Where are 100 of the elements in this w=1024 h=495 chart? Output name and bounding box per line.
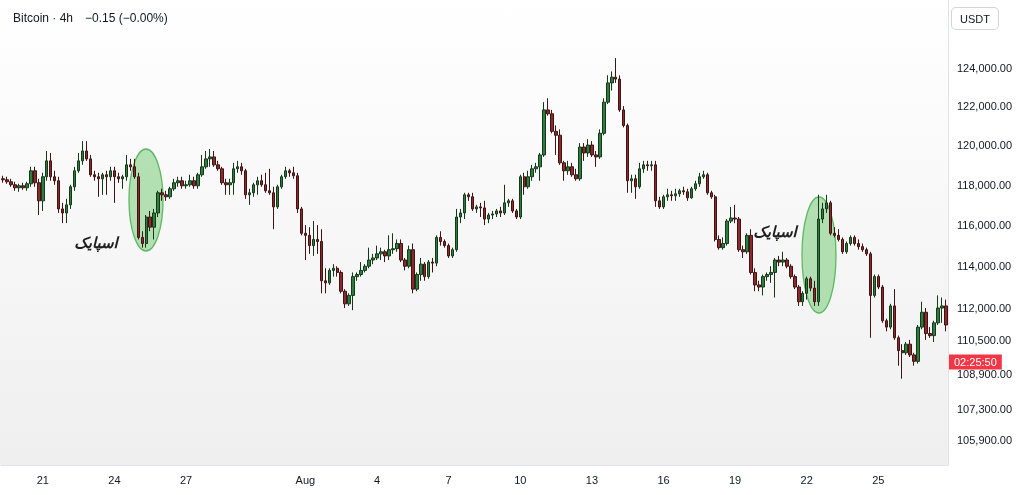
x-tick-label: 7 [445, 473, 452, 486]
y-tick-label: 118,000.00 [957, 178, 1012, 191]
candlestick [232, 162, 235, 196]
candlestick [407, 245, 411, 269]
y-axis-title: USDT [960, 12, 991, 25]
candlestick [21, 182, 25, 191]
candlestick [148, 210, 152, 232]
candlestick [829, 200, 832, 236]
candlestick [940, 297, 944, 324]
candlestick [495, 208, 498, 218]
candlestick [698, 172, 701, 188]
y-tick-label: 107,300.00 [957, 403, 1013, 416]
candlestick [817, 194, 820, 307]
candlestick [188, 174, 192, 188]
candlestick [359, 261, 363, 278]
x-tick-label: 10 [514, 473, 527, 486]
candlestick [192, 176, 196, 190]
candlestick [160, 188, 164, 202]
candlestick [889, 303, 892, 330]
candlestick [320, 228, 323, 294]
candlestick [13, 181, 17, 192]
candlestick [375, 245, 379, 261]
candlestick [745, 232, 749, 255]
x-tick-label: 13 [585, 473, 599, 486]
candlestick [873, 274, 876, 299]
x-tick-label: 24 [108, 473, 121, 486]
x-tick-label: 21 [36, 473, 49, 486]
candlestick [570, 162, 574, 178]
x-tick-label: 22 [800, 473, 813, 486]
y-tick-label: 105,900.00 [957, 434, 1013, 447]
y-tick-label: 116,000.00 [957, 219, 1012, 232]
candlestick [773, 257, 777, 299]
candlestick [674, 188, 677, 202]
x-tick-label: 16 [657, 473, 670, 486]
y-tick-label: 112,000.00 [957, 302, 1012, 315]
candlestick [208, 148, 212, 168]
candlestick [706, 172, 709, 196]
annotation: اسپایک [753, 223, 799, 241]
candlestick [105, 170, 108, 196]
text: 02:25:50 [954, 356, 997, 368]
text: Bitcoin · 4h [13, 11, 74, 25]
y-tick-label: 110,500.00 [957, 333, 1012, 346]
candlestick [101, 172, 104, 196]
candlestick [431, 257, 434, 273]
candlestick [761, 274, 765, 296]
candlestick [109, 166, 112, 182]
candlestick [288, 168, 291, 178]
text: −0.15 (−0.00%) [85, 11, 168, 25]
candlestick [113, 166, 116, 204]
x-tick-label: 27 [179, 473, 193, 486]
candlestick [491, 210, 494, 220]
candlestick [447, 243, 450, 259]
candlestick [256, 176, 259, 196]
candlestick [678, 188, 681, 198]
candlestick [654, 160, 657, 208]
y-tick-label: 120,000.00 [957, 139, 1013, 152]
candlestick [578, 142, 582, 182]
candlestick [630, 174, 633, 194]
candlestick [861, 243, 864, 253]
candlestick [904, 341, 908, 356]
candlestick [427, 259, 430, 280]
candlestick [813, 280, 816, 307]
candlestick [411, 243, 415, 294]
x-tick-label: 25 [872, 473, 885, 486]
y-tick-label: 124,000.00 [957, 61, 1013, 74]
candlestick [519, 174, 522, 220]
candlestick [869, 251, 872, 339]
candlestick [483, 200, 486, 226]
candlestick [423, 261, 426, 282]
candlestick [97, 172, 100, 198]
candlestick [670, 190, 673, 202]
candlestick [475, 204, 478, 214]
x-tick-label: 19 [729, 473, 742, 486]
candlestick [781, 251, 785, 267]
candlestick [463, 192, 466, 220]
candlestick [312, 220, 315, 257]
candlestick [638, 162, 641, 190]
candlestick [164, 190, 168, 202]
candlestick [387, 234, 391, 261]
candlestick [523, 172, 526, 196]
y-tick-label: 108,900.00 [957, 368, 1013, 381]
candlestick [634, 174, 637, 200]
candlestick [351, 271, 355, 311]
candlestick [586, 138, 590, 158]
candlestick [857, 238, 860, 251]
candlestick [383, 249, 387, 263]
candlestick [471, 192, 474, 212]
candlestick [686, 188, 689, 202]
y-tick-label: 114,000.00 [957, 260, 1012, 273]
candlestick [264, 172, 267, 194]
candlestick [1, 175, 5, 184]
candlestick [566, 160, 570, 176]
candlestick [49, 152, 52, 182]
candlestick [145, 214, 148, 249]
candlestick [435, 234, 438, 267]
candlestick [582, 142, 586, 162]
candlestick [487, 212, 490, 224]
candlestick [924, 307, 928, 341]
y-tick-label: 122,000.00 [957, 100, 1013, 113]
candlestick [853, 234, 856, 247]
